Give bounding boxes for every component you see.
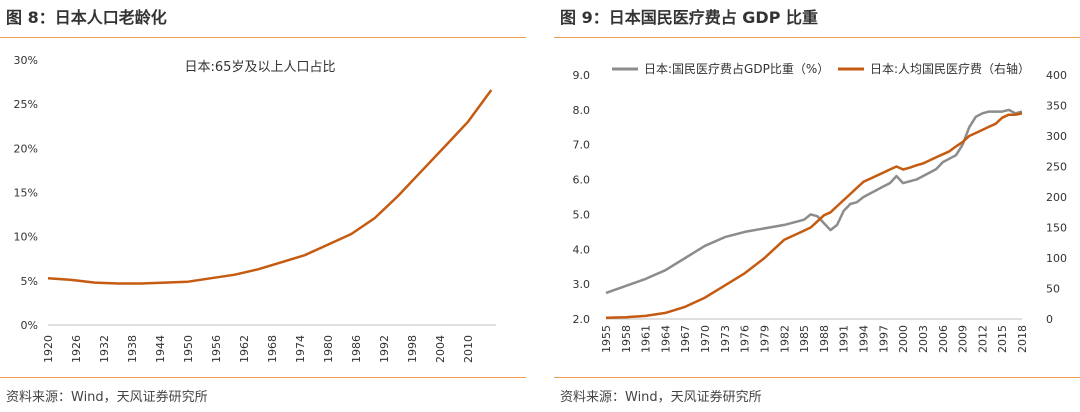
y-tick-label: 25% bbox=[14, 98, 38, 111]
y-right-tick-label: 250 bbox=[1046, 161, 1067, 174]
y-tick-label: 15% bbox=[14, 187, 38, 200]
legend-label: 日本:65岁及以上人口占比 bbox=[185, 60, 336, 75]
x-tick-label: 1980 bbox=[322, 335, 335, 363]
y-left-tick-label: 2.0 bbox=[573, 313, 591, 326]
x-tick-label: 1961 bbox=[640, 325, 653, 353]
y-tick-label: 20% bbox=[14, 142, 38, 155]
x-tick-label: 1920 bbox=[42, 335, 55, 363]
left-panel: 图 8：日本人口老龄化 0% 5% 10% 15% 20% 25% 30% 1920 1926… bbox=[0, 0, 526, 412]
x-tick-label: 1955 bbox=[600, 325, 613, 353]
y-tick-label: 5% bbox=[21, 275, 38, 288]
x-tick-label: 1988 bbox=[818, 325, 831, 353]
y-right-tick-label: 150 bbox=[1046, 222, 1067, 235]
right-panel: 图 9：日本国民医疗费占 GDP 比重 2.0 3.0 4.0 5.0 6.0 7.0 8.… bbox=[554, 0, 1080, 412]
x-tick-label: 1964 bbox=[659, 325, 672, 353]
x-tick-label: 2004 bbox=[434, 335, 447, 363]
x-tick-label: 1967 bbox=[679, 325, 692, 353]
x-tick-label: 1991 bbox=[838, 325, 851, 353]
x-tick-label: 1997 bbox=[877, 325, 890, 353]
aging-chart: 0% 5% 10% 15% 20% 25% 30% 1920 1926 1932 1938 1944… bbox=[14, 54, 496, 363]
x-tick-label: 2012 bbox=[976, 325, 989, 353]
y-right-tick-label: 50 bbox=[1046, 283, 1060, 296]
y-left-tick-label: 3.0 bbox=[573, 278, 591, 291]
y-left-tick-label: 6.0 bbox=[573, 174, 591, 187]
y-left-tick-label: 7.0 bbox=[573, 139, 591, 152]
y-right-tick-label: 100 bbox=[1046, 252, 1067, 265]
x-tick-label: 1979 bbox=[758, 325, 771, 353]
x-tick-label: 2018 bbox=[1016, 325, 1029, 353]
x-tick-label: 1992 bbox=[378, 335, 391, 363]
x-tick-label: 1958 bbox=[620, 325, 633, 353]
y-left-tick-label: 8.0 bbox=[573, 104, 591, 117]
x-tick-label: 1926 bbox=[70, 335, 83, 363]
left-source: 资料来源：Wind，天风证券研究所 bbox=[6, 390, 208, 405]
x-tick-label: 2000 bbox=[897, 325, 910, 353]
right-source-rule bbox=[554, 377, 1080, 378]
x-tick-label: 1962 bbox=[238, 335, 251, 363]
y-tick-label: 10% bbox=[14, 231, 38, 244]
x-tick-label: 1944 bbox=[154, 335, 167, 363]
x-tick-label: 1968 bbox=[266, 335, 279, 363]
x-tick-label: 1938 bbox=[126, 335, 139, 363]
x-tick-label: 2003 bbox=[917, 325, 930, 353]
y-tick-label: 30% bbox=[14, 54, 38, 67]
medical-cost-chart: 2.0 3.0 4.0 5.0 6.0 7.0 8.0 9.0 0 50 100 150 200 250… bbox=[573, 61, 1068, 353]
series-line-per-capita bbox=[605, 112, 1023, 320]
x-tick-label: 1998 bbox=[406, 335, 419, 363]
series-line-gdp-share bbox=[605, 108, 1023, 295]
y-left-tick-label: 4.0 bbox=[573, 243, 591, 256]
x-tick-label: 1985 bbox=[798, 325, 811, 353]
left-title-rule bbox=[0, 37, 526, 38]
y-right-tick-label: 400 bbox=[1046, 69, 1067, 82]
y-right-tick-label: 200 bbox=[1046, 191, 1067, 204]
x-tick-label: 1950 bbox=[182, 335, 195, 363]
y-left-tick-label: 5.0 bbox=[573, 208, 591, 221]
y-right-tick-label: 350 bbox=[1046, 100, 1067, 113]
x-tick-label: 1974 bbox=[294, 335, 307, 363]
x-tick-label: 1986 bbox=[350, 335, 363, 363]
x-tick-label: 1932 bbox=[98, 335, 111, 363]
right-panel-title: 图 9：日本国民医疗费占 GDP 比重 bbox=[560, 8, 818, 27]
right-title-rule bbox=[554, 37, 1080, 38]
x-tick-label: 1956 bbox=[210, 335, 223, 363]
left-source-rule bbox=[0, 377, 526, 378]
y-left-tick-label: 9.0 bbox=[573, 69, 591, 82]
y-tick-label: 0% bbox=[21, 319, 38, 332]
x-tick-label: 2015 bbox=[996, 325, 1009, 353]
x-tick-label: 2009 bbox=[957, 325, 970, 353]
left-panel-title: 图 8：日本人口老龄化 bbox=[6, 8, 167, 27]
x-tick-label: 1994 bbox=[858, 325, 871, 353]
x-tick-label: 2010 bbox=[462, 335, 475, 363]
legend-label: 日本:国民医疗费占GDP比重（%） bbox=[644, 61, 829, 76]
x-tick-label: 1982 bbox=[778, 325, 791, 353]
series-line bbox=[47, 89, 493, 285]
right-source: 资料来源：Wind，天风证券研究所 bbox=[560, 390, 762, 405]
x-tick-label: 1970 bbox=[699, 325, 712, 353]
x-tick-label: 1976 bbox=[739, 325, 752, 353]
legend-label: 日本:人均国民医疗费（右轴） bbox=[870, 61, 1030, 76]
y-right-tick-label: 300 bbox=[1046, 130, 1067, 143]
y-right-tick-label: 0 bbox=[1046, 313, 1053, 326]
x-tick-label: 1973 bbox=[719, 325, 732, 353]
x-tick-label: 2006 bbox=[937, 325, 950, 353]
